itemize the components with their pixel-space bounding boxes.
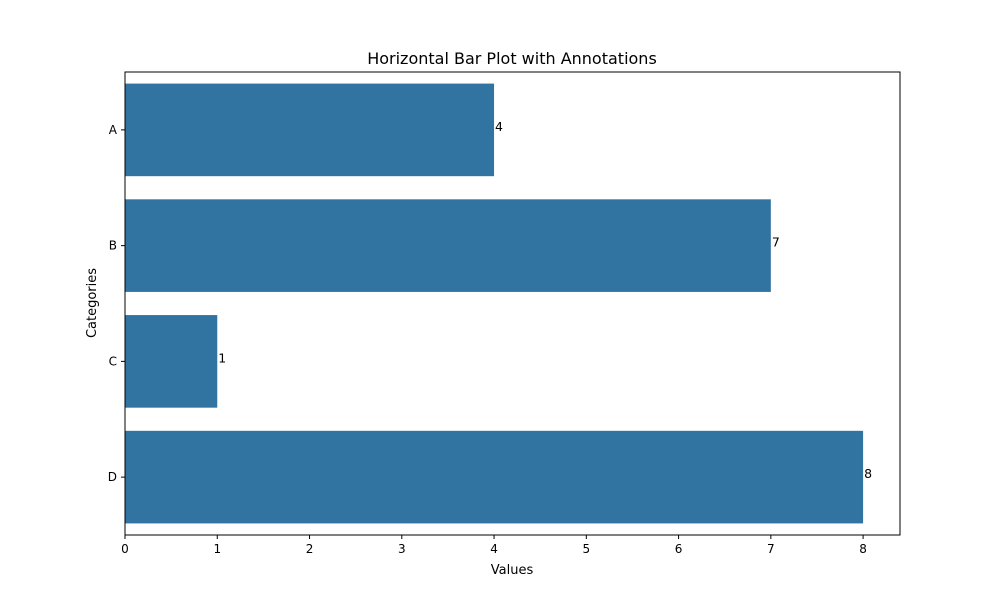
x-tick-label-6: 6 [675,542,683,556]
bar-b [125,199,771,292]
y-tick-label-b: B [109,239,117,253]
x-tick-label-2: 2 [306,542,314,556]
y-tick-label-d: D [108,470,117,484]
x-tick-label-1: 1 [213,542,221,556]
x-tick-label-8: 8 [859,542,867,556]
x-axis-label: Values [491,563,534,578]
plot-frame [124,71,901,536]
x-axis: 0 1 2 3 4 5 6 7 8 [121,535,867,556]
y-axis: A B C D [108,123,125,484]
y-tick-label-c: C [109,354,117,368]
x-tick-label-0: 0 [121,542,129,556]
data-label-d: 8 [864,466,872,481]
x-tick-label-3: 3 [398,542,406,556]
data-labels-layer: 4 7 1 8 [218,119,872,481]
chart-title: Horizontal Bar Plot with Annotations [367,49,657,68]
x-tick-label-4: 4 [490,542,498,556]
y-axis-label: Categories [85,268,100,338]
data-label-a: 4 [495,119,503,134]
data-label-c: 1 [218,350,226,365]
x-tick-label-5: 5 [582,542,590,556]
data-label-b: 7 [772,235,780,250]
bar-d [125,430,864,524]
bars-layer [125,83,864,524]
y-tick-label-a: A [109,123,118,137]
x-tick-label-7: 7 [767,542,775,556]
bar-c [125,315,218,408]
bar-a [125,83,495,177]
